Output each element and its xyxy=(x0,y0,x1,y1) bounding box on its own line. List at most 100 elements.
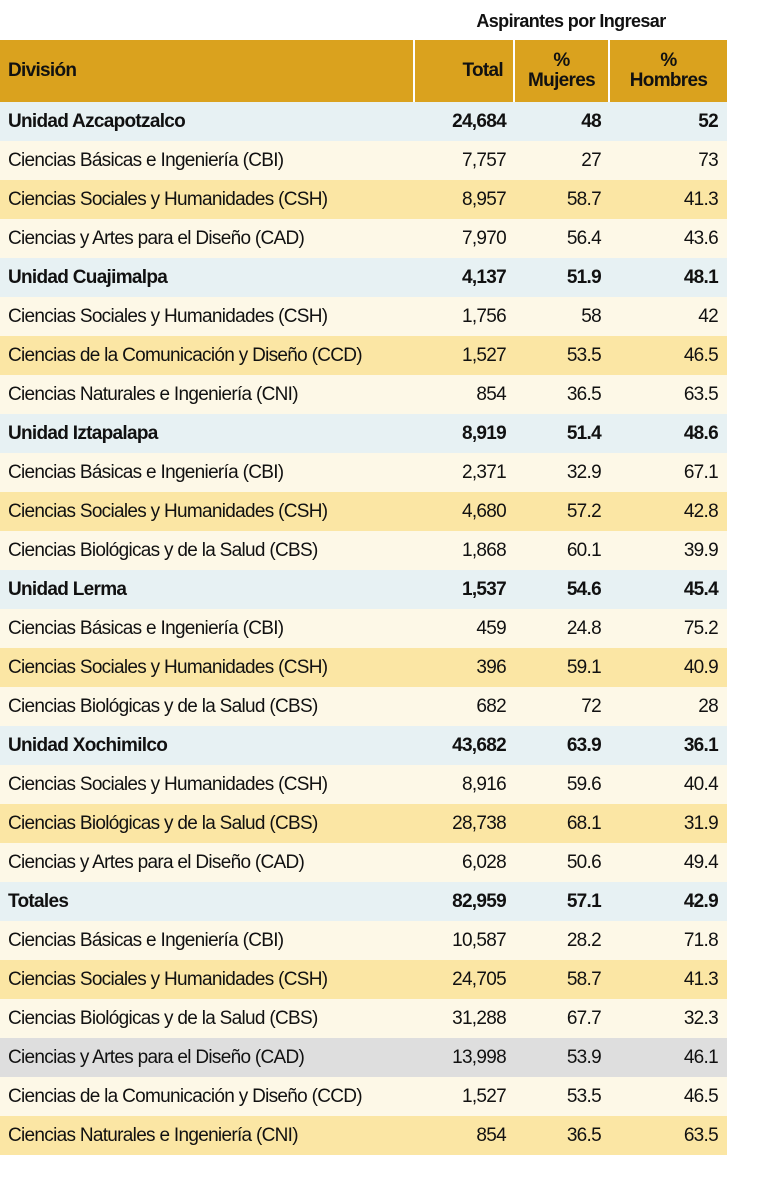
cell-value: 8,957 xyxy=(461,189,507,210)
cell-value: 48 xyxy=(581,111,601,132)
cell-value: 73 xyxy=(698,150,718,171)
cell-value: 46.5 xyxy=(683,345,719,366)
cell-value: 854 xyxy=(476,1125,506,1146)
cell-value: 59.1 xyxy=(566,657,602,678)
cell-value: 28,738 xyxy=(452,813,507,834)
column-header: Total xyxy=(415,40,513,102)
table-title: Aspirantes por Ingresar xyxy=(415,4,727,38)
row-label: Ciencias Sociales y Humanidades (CSH) xyxy=(8,189,328,210)
cell-value: 48.1 xyxy=(683,267,719,288)
cell-value: 63.9 xyxy=(566,735,602,756)
row-label: Ciencias Biológicas y de la Salud (CBS) xyxy=(8,1008,318,1029)
table-row: Ciencias Naturales e Ingeniería (CNI) 854… xyxy=(0,375,727,414)
row-label: Ciencias Básicas e Ingeniería (CBI) xyxy=(8,618,284,639)
table-row: Ciencias Sociales y Humanidades (CSH) 4,6… xyxy=(0,492,727,531)
row-label: Unidad Cuajimalpa xyxy=(8,267,168,288)
cell-value: 27 xyxy=(581,150,601,171)
cell-value: 6,028 xyxy=(461,852,507,873)
row-label: Ciencias Sociales y Humanidades (CSH) xyxy=(8,969,328,990)
cell-value: 45.4 xyxy=(683,579,719,600)
table-row: Ciencias Biológicas y de la Salud (CBS) 2… xyxy=(0,804,727,843)
cell-value: 54.6 xyxy=(566,579,602,600)
row-label: Ciencias de la Comunicación y Diseño (CC… xyxy=(8,345,363,366)
table-row: Ciencias y Artes para el Diseño (CAD) 7,9… xyxy=(0,219,727,258)
row-label: Ciencias Básicas e Ingeniería (CBI) xyxy=(8,462,284,483)
cell-value: 49.4 xyxy=(683,852,719,873)
cell-value: 82,959 xyxy=(452,891,507,912)
cell-value: 42 xyxy=(698,306,718,327)
table-row: Unidad Cuajimalpa 4,137 51.9 48.1 xyxy=(0,258,727,297)
row-label: Totales xyxy=(8,891,69,912)
cell-value: 50.6 xyxy=(566,852,602,873)
cell-value: 53.9 xyxy=(566,1047,602,1068)
row-label: Ciencias Naturales e Ingeniería (CNI) xyxy=(8,384,299,405)
row-label: Ciencias Sociales y Humanidades (CSH) xyxy=(8,501,328,522)
header-line: % xyxy=(660,50,677,71)
row-label: Ciencias Sociales y Humanidades (CSH) xyxy=(8,774,328,795)
cell-value: 40.4 xyxy=(683,774,719,795)
cell-value: 71.8 xyxy=(683,930,719,951)
cell-value: 24.8 xyxy=(566,618,602,639)
cell-value: 67.1 xyxy=(683,462,719,483)
row-label: Ciencias y Artes para el Diseño (CAD) xyxy=(8,228,305,249)
cell-value: 72 xyxy=(581,696,601,717)
cell-value: 1,537 xyxy=(461,579,507,600)
cell-value: 56.4 xyxy=(566,228,602,249)
cell-value: 24,705 xyxy=(452,969,507,990)
cell-value: 52 xyxy=(698,111,718,132)
cell-value: 39.9 xyxy=(683,540,719,561)
cell-value: 51.9 xyxy=(566,267,602,288)
cell-value: 43,682 xyxy=(452,735,507,756)
table-row: Ciencias Básicas e Ingeniería (CBI) 2,371… xyxy=(0,453,727,492)
cell-value: 46.5 xyxy=(683,1086,719,1107)
table-row: Unidad Iztapalapa 8,919 51.4 48.6 xyxy=(0,414,727,453)
table-row: Unidad Azcapotzalco 24,684 48 52 xyxy=(0,102,727,141)
cell-value: 1,868 xyxy=(461,540,507,561)
row-label: Ciencias Básicas e Ingeniería (CBI) xyxy=(8,150,284,171)
row-label: Unidad Xochimilco xyxy=(8,735,168,756)
table-row: Ciencias Sociales y Humanidades (CSH) 1,7… xyxy=(0,297,727,336)
header-line: Mujeres xyxy=(528,70,596,91)
cell-value: 68.1 xyxy=(566,813,602,834)
cell-value: 41.3 xyxy=(683,189,719,210)
cell-value: 1,756 xyxy=(461,306,507,327)
table-row: Ciencias Sociales y Humanidades (CSH) 8,9… xyxy=(0,765,727,804)
table-row: Totales 82,959 57.1 42.9 xyxy=(0,882,727,921)
table-row: Ciencias Básicas e Ingeniería (CBI) 7,757… xyxy=(0,141,727,180)
cell-value: 396 xyxy=(476,657,506,678)
cell-value: 24,684 xyxy=(452,111,507,132)
cell-value: 32.3 xyxy=(683,1008,719,1029)
table-row: Ciencias Básicas e Ingeniería (CBI) 10,58… xyxy=(0,921,727,960)
cell-value: 57.1 xyxy=(566,891,602,912)
table-row: Unidad Lerma 1,537 54.6 45.4 xyxy=(0,570,727,609)
cell-value: 63.5 xyxy=(683,1125,719,1146)
header-line: % xyxy=(553,50,570,71)
cell-value: 13,998 xyxy=(452,1047,507,1068)
column-header: División xyxy=(0,40,413,102)
cell-value: 31.9 xyxy=(683,813,719,834)
cell-value: 7,757 xyxy=(461,150,507,171)
cell-value: 8,919 xyxy=(461,423,507,444)
cell-value: 43.6 xyxy=(683,228,719,249)
row-label: Ciencias Sociales y Humanidades (CSH) xyxy=(8,306,328,327)
cell-value: 682 xyxy=(476,696,506,717)
row-label: Ciencias Biológicas y de la Salud (CBS) xyxy=(8,540,318,561)
cell-value: 8,916 xyxy=(461,774,507,795)
cell-value: 59.6 xyxy=(566,774,602,795)
cell-value: 75.2 xyxy=(683,618,719,639)
row-label: Ciencias y Artes para el Diseño (CAD) xyxy=(8,852,305,873)
cell-value: 36.1 xyxy=(683,735,719,756)
cell-value: 48.6 xyxy=(683,423,719,444)
table-row: Ciencias y Artes para el Diseño (CAD) 13,… xyxy=(0,1038,727,1077)
cell-value: 46.1 xyxy=(683,1047,719,1068)
table-row: Ciencias Naturales e Ingeniería (CNI) 854… xyxy=(0,1116,727,1155)
cell-value: 1,527 xyxy=(461,1086,507,1107)
cell-value: 67.7 xyxy=(566,1008,602,1029)
cell-value: 58 xyxy=(581,306,601,327)
header-line: Hombres xyxy=(629,70,708,91)
cell-value: 459 xyxy=(476,618,506,639)
row-label: Ciencias Básicas e Ingeniería (CBI) xyxy=(8,930,284,951)
table-row: Unidad Xochimilco 43,682 63.9 36.1 xyxy=(0,726,727,765)
row-label: Unidad Azcapotzalco xyxy=(8,111,186,132)
